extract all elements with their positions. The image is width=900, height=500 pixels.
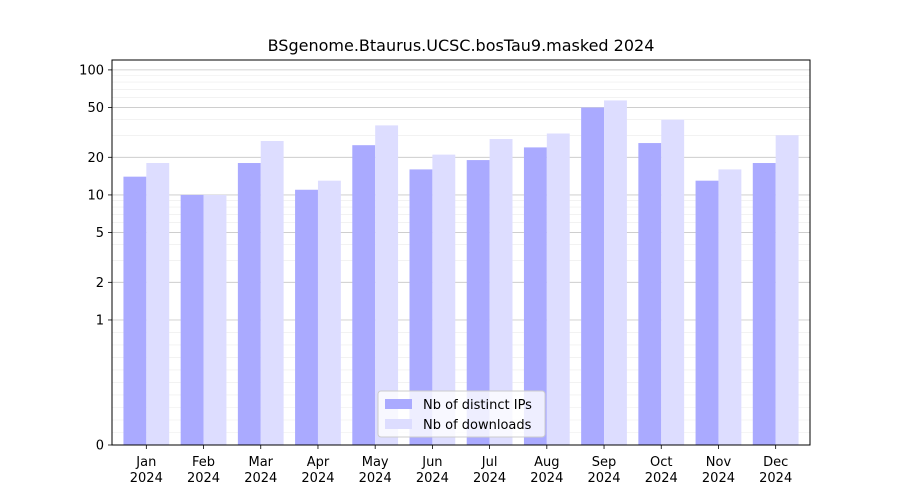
- bar-downloads: [375, 125, 399, 445]
- legend-label: Nb of downloads: [423, 418, 532, 433]
- bar-ips: [752, 163, 776, 445]
- bar-ips: [295, 189, 318, 445]
- bar-ips: [352, 145, 376, 445]
- y-tick-label: 10: [87, 188, 104, 203]
- y-tick-label: 1: [96, 313, 104, 328]
- x-tick-label: Oct 2024: [645, 455, 678, 486]
- x-tick-label: Jan 2024: [130, 455, 163, 486]
- bar-downloads: [317, 180, 341, 445]
- x-axis: Jan 2024 Feb 2024 Mar 2024 Apr 2024 May 2024 Jun 20…: [130, 445, 792, 486]
- bar-ips: [180, 194, 204, 445]
- y-tick-label: 50: [87, 101, 104, 116]
- legend: Nb of distinct IPs Nb of downloads: [377, 390, 546, 438]
- x-tick-label: Jul 2024: [473, 455, 506, 486]
- bar-downloads: [489, 139, 513, 445]
- bar-downloads: [718, 169, 742, 445]
- bar-downloads: [604, 100, 627, 445]
- legend-swatch: [385, 419, 412, 429]
- bar-downloads: [432, 154, 456, 446]
- bar-downloads: [260, 140, 284, 445]
- y-tick-label: 2: [96, 276, 104, 291]
- legend-box: [377, 390, 546, 438]
- bar-downloads: [775, 135, 799, 445]
- bar-downloads: [546, 133, 570, 445]
- y-axis: 0 1 2 5 10 20 50 100: [79, 63, 112, 454]
- y-tick-label: 5: [96, 226, 104, 241]
- bar-ips: [523, 147, 547, 446]
- x-tick-label: May 2024: [359, 455, 392, 486]
- bar-ips: [695, 180, 719, 445]
- x-tick-label: Jun 2024: [416, 455, 449, 486]
- bar-ips: [466, 160, 490, 445]
- chart-title: BSgenome.Btaurus.UCSC.bosTau9.masked 202…: [268, 36, 655, 55]
- x-tick-label: Dec 2024: [759, 455, 792, 486]
- bar-ips: [237, 163, 261, 445]
- x-tick-label: Nov 2024: [702, 455, 735, 486]
- x-tick-label: Sep 2024: [587, 455, 620, 486]
- y-tick-label: 20: [87, 151, 104, 166]
- legend-label: Nb of distinct IPs: [423, 398, 532, 413]
- legend-swatch: [385, 399, 412, 409]
- x-tick-label: Feb 2024: [187, 455, 220, 486]
- x-tick-label: Mar 2024: [244, 455, 277, 486]
- x-tick-label: Apr 2024: [301, 455, 334, 486]
- x-tick-label: Aug 2024: [530, 455, 563, 486]
- bar-downloads: [203, 194, 227, 445]
- bar-downloads: [661, 119, 685, 446]
- bars: [123, 100, 799, 446]
- bar-ips: [409, 169, 433, 445]
- grid-lines: [112, 69, 810, 433]
- y-tick-label: 100: [79, 63, 104, 78]
- bar-ips: [123, 176, 147, 445]
- bar-ips: [638, 143, 662, 445]
- bar-downloads: [146, 163, 170, 445]
- y-tick-label: 0: [96, 439, 104, 454]
- bar-ips: [581, 107, 605, 446]
- plot-frame: [111, 59, 811, 446]
